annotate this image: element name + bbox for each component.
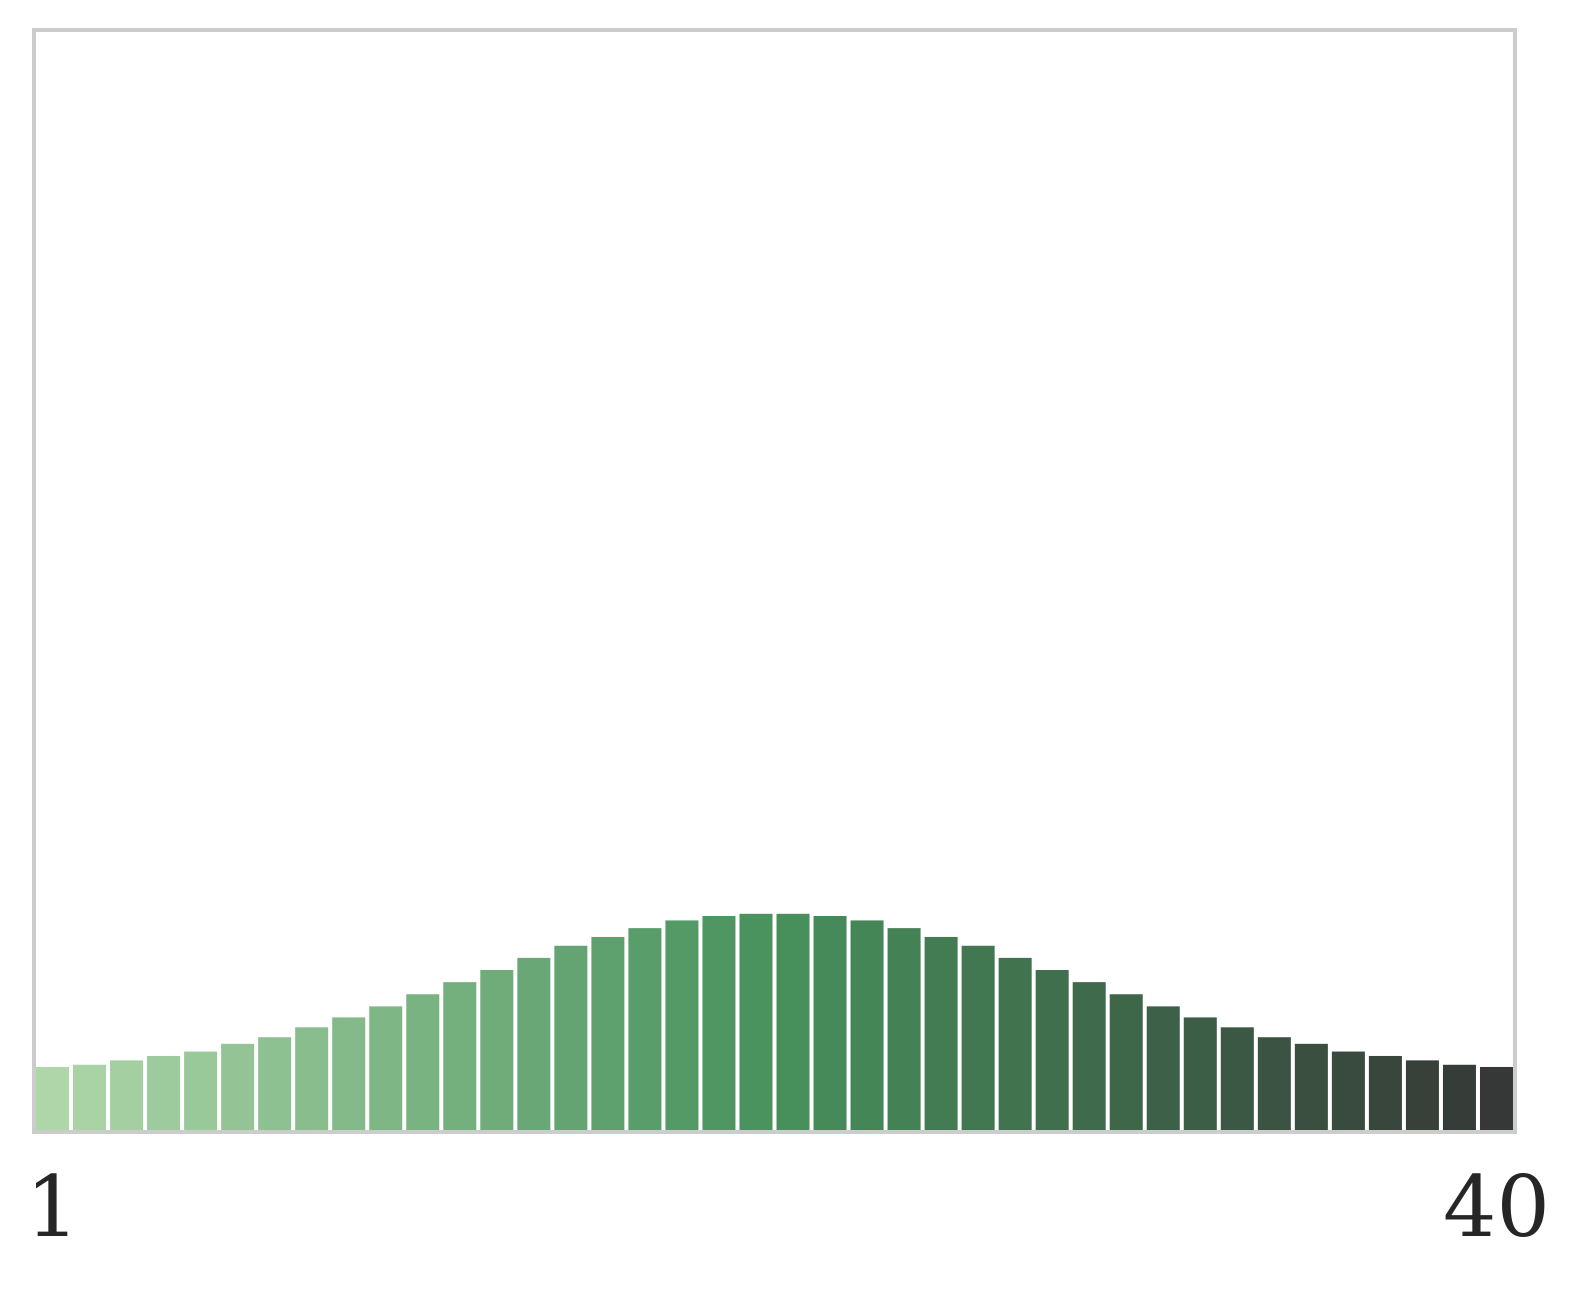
- bar-8: [295, 1027, 329, 1132]
- x-tick-label-first: 1: [26, 1158, 79, 1256]
- bar-7: [258, 1037, 292, 1132]
- bar-20: [739, 913, 773, 1132]
- bar-33: [1220, 1027, 1254, 1132]
- bar-27: [998, 957, 1032, 1132]
- bar-18: [665, 920, 699, 1132]
- bar-23: [850, 920, 884, 1132]
- bar-29: [1072, 982, 1106, 1132]
- bar-21: [776, 913, 810, 1132]
- bar-36: [1331, 1051, 1365, 1132]
- bar-30: [1109, 994, 1143, 1132]
- plot-frame: [32, 28, 1517, 1134]
- bar-22: [813, 916, 847, 1132]
- bar-25: [924, 936, 958, 1132]
- bar-35: [1294, 1043, 1328, 1132]
- bar-38: [1405, 1060, 1439, 1132]
- bar-9: [332, 1017, 366, 1132]
- bar-14: [517, 957, 551, 1132]
- bar-39: [1442, 1064, 1476, 1132]
- bar-40: [1479, 1066, 1513, 1132]
- bar-17: [628, 928, 662, 1132]
- bar-11: [406, 994, 440, 1132]
- bar-32: [1183, 1017, 1217, 1132]
- bar-34: [1257, 1037, 1291, 1132]
- bars-group: [36, 913, 1513, 1132]
- bar-16: [591, 936, 625, 1132]
- bar-28: [1035, 970, 1069, 1132]
- bar-19: [702, 916, 736, 1132]
- bar-24: [887, 928, 921, 1132]
- bar-26: [961, 945, 995, 1132]
- bar-10: [369, 1006, 403, 1132]
- bar-13: [480, 970, 514, 1132]
- bar-3: [110, 1060, 144, 1132]
- bar-15: [554, 945, 588, 1132]
- x-tick-label-last: 40: [1443, 1158, 1550, 1256]
- bar-6: [221, 1043, 255, 1132]
- bar-37: [1368, 1055, 1402, 1132]
- bar-4: [147, 1055, 181, 1132]
- bar-1: [36, 1066, 70, 1132]
- bar-31: [1146, 1006, 1180, 1132]
- bar-12: [443, 982, 477, 1132]
- bar-2: [73, 1064, 107, 1132]
- bar-5: [184, 1051, 218, 1132]
